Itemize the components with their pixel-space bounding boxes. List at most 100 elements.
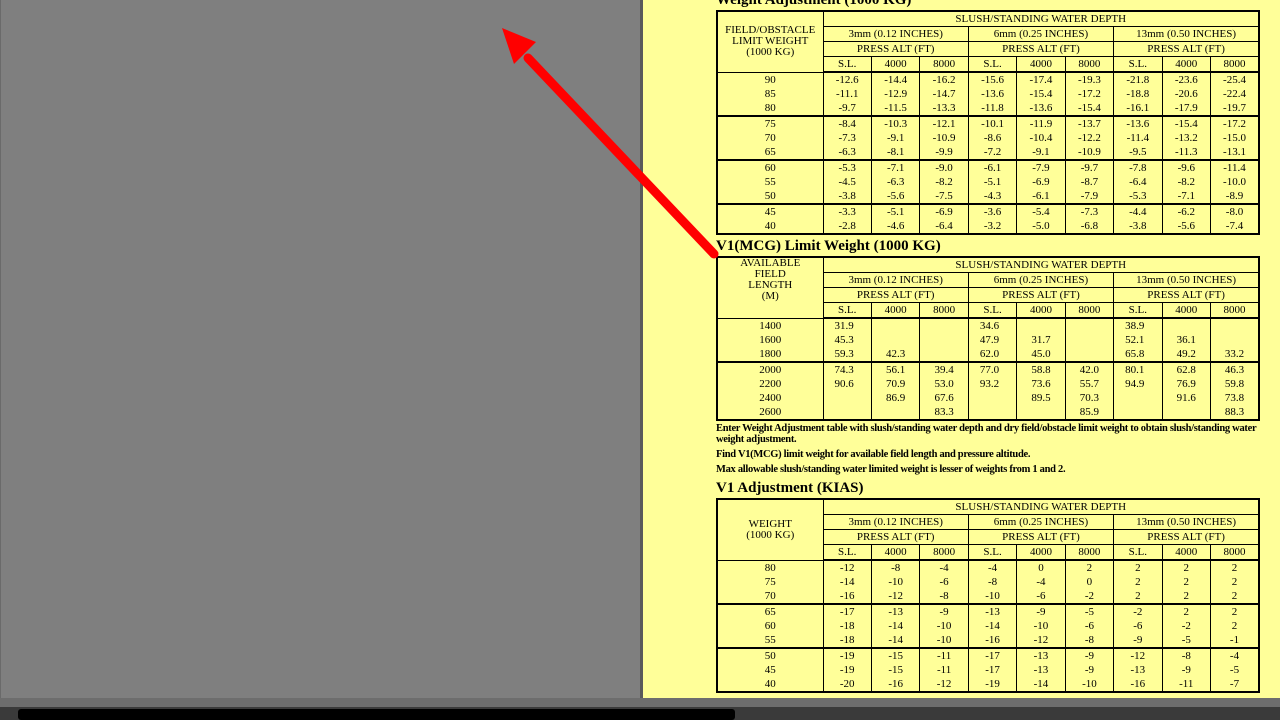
press-alt-header: PRESS ALT (FT): [1113, 529, 1260, 545]
table-row: 65 -17 -13 -9 -13 -9 -5 -2 2 2: [716, 604, 1260, 619]
value-cell: -11.5: [870, 101, 921, 117]
value-cell: -13.7: [1064, 116, 1115, 131]
value-cell: -19.3: [1064, 72, 1115, 87]
depth-header-row: 3mm (0.12 INCHES) 6mm (0.25 INCHES) 13mm (…: [717, 514, 1260, 530]
altitude-header-row: S.L. 4000 8000 S.L. 4000 8000 S.L. 4000 8000: [717, 544, 1260, 561]
value-cell: -5.4: [1016, 204, 1066, 219]
value-cell: -3.2: [967, 219, 1018, 234]
value-cell: [870, 405, 921, 420]
value-cell: -8: [870, 560, 921, 575]
value-cell: -12.9: [870, 87, 921, 101]
press-alt-header-row: PRESS ALT (FT) PRESS ALT (FT) PRESS ALT (F…: [717, 41, 1260, 57]
table-row: 1600 45.3 47.9 31.7 52.1 36.1: [716, 333, 1260, 347]
value-cell: [919, 333, 969, 347]
value-cell: -14.7: [919, 87, 969, 101]
depth-header: 3mm (0.12 INCHES): [822, 26, 969, 42]
value-cell: -15.4: [1161, 116, 1212, 131]
value-cell: -5: [1161, 633, 1212, 649]
row-label-cell: 1800: [716, 347, 824, 363]
value-cell: -8.6: [967, 131, 1018, 145]
value-cell: -8: [967, 575, 1018, 589]
table-row: 1800 59.3 42.3 62.0 45.0 65.8 49.2 33.2: [716, 347, 1260, 363]
value-cell: -13.6: [1113, 116, 1163, 131]
value-cell: -17.9: [1161, 101, 1212, 117]
v1-mcg-limit-weight-table: AVAILABLE FIELD LENGTH (M) SLUSH/STANDING WA…: [716, 256, 1260, 421]
value-cell: -11.1: [822, 87, 872, 101]
value-cell: -16: [870, 677, 921, 692]
value-cell: -21.8: [1113, 72, 1163, 87]
value-cell: -17: [967, 663, 1018, 677]
value-cell: -13.6: [967, 87, 1018, 101]
row-header-line: WEIGHT: [748, 517, 792, 530]
value-cell: -8.9: [1210, 189, 1260, 205]
value-cell: -12.6: [822, 72, 872, 87]
table-row: 55 -4.5 -6.3 -8.2 -5.1 -6.9 -8.7 -6.4 -8.2 -10.0: [716, 175, 1260, 189]
table-row: 90 -12.6 -14.4 -16.2 -15.6 -17.4 -19.3 -21.8 -23…: [716, 72, 1260, 87]
value-cell: -6.1: [967, 160, 1018, 175]
altitude-header: 8000: [919, 56, 969, 73]
value-cell: -9: [919, 604, 969, 619]
table-row: 80 -12 -8 -4 -4 0 2 2 2 2: [716, 560, 1260, 575]
pane-divider[interactable]: [640, 0, 643, 720]
depth-header: 13mm (0.50 INCHES): [1113, 26, 1260, 42]
value-cell: -3.8: [1113, 219, 1163, 234]
value-cell: -3.3: [822, 204, 872, 219]
value-cell: -16.2: [919, 72, 969, 87]
altitude-header-row: S.L. 4000 8000 S.L. 4000 8000 S.L. 4000 8000: [717, 56, 1260, 73]
value-cell: -10.1: [967, 116, 1018, 131]
value-cell: -6.9: [919, 204, 969, 219]
value-cell: -22.4: [1210, 87, 1260, 101]
weight-adjustment-table: FIELD/OBSTACLE LIMIT WEIGHT (1000 KG) SLUSH…: [716, 10, 1260, 235]
value-cell: -5.0: [1016, 219, 1066, 234]
value-cell: -9.6: [1161, 160, 1212, 175]
altitude-header: 4000: [1016, 544, 1066, 561]
value-cell: -12.1: [919, 116, 969, 131]
value-cell: -7.4: [1210, 219, 1260, 234]
value-cell: 73.6: [1016, 377, 1066, 391]
row-header-line: (M): [761, 290, 779, 302]
press-alt-header: PRESS ALT (FT): [967, 287, 1115, 303]
table-row: 60 -5.3 -7.1 -9.0 -6.1 -7.9 -9.7 -7.8 -9.6 -11.4: [716, 160, 1260, 175]
scrollbar-thumb[interactable]: [18, 709, 735, 720]
value-cell: -7.3: [1064, 204, 1115, 219]
value-cell: -15.6: [967, 72, 1018, 87]
value-cell: 33.2: [1210, 347, 1260, 363]
value-cell: -17.2: [1210, 116, 1260, 131]
row-label-cell: 2600: [716, 405, 824, 420]
press-alt-header-row: PRESS ALT (FT) PRESS ALT (FT) PRESS ALT (F…: [717, 287, 1260, 303]
value-cell: [870, 318, 921, 333]
value-cell: [1161, 318, 1212, 333]
note-1: Enter Weight Adjustment table with slush…: [716, 423, 1257, 445]
value-cell: -10: [919, 633, 969, 649]
altitude-header: S.L.: [1113, 56, 1163, 73]
value-cell: -9.1: [870, 131, 921, 145]
altitude-header: 8000: [919, 544, 969, 561]
value-cell: -11.8: [967, 101, 1018, 117]
press-alt-header: PRESS ALT (FT): [1113, 41, 1260, 57]
value-cell: -4: [967, 560, 1018, 575]
value-cell: -15.0: [1210, 131, 1260, 145]
value-cell: -6.2: [1161, 204, 1212, 219]
value-cell: -13: [967, 604, 1018, 619]
altitude-header: S.L.: [967, 56, 1018, 73]
value-cell: -8.2: [1161, 175, 1212, 189]
value-cell: 2: [1210, 619, 1260, 633]
value-cell: [870, 333, 921, 347]
altitude-header: 4000: [1161, 544, 1212, 561]
value-cell: -4.4: [1113, 204, 1163, 219]
value-cell: -18: [822, 633, 872, 649]
table-row: 85 -11.1 -12.9 -14.7 -13.6 -15.4 -17.2 -18.8 -20…: [716, 87, 1260, 101]
value-cell: -4.5: [822, 175, 872, 189]
value-cell: -5.3: [822, 160, 872, 175]
value-cell: -17.2: [1064, 87, 1115, 101]
table-row: 40 -20 -16 -12 -19 -14 -10 -16 -11 -7: [716, 677, 1260, 692]
value-cell: -14: [870, 633, 921, 649]
value-cell: -20.6: [1161, 87, 1212, 101]
altitude-header: 4000: [1161, 302, 1212, 319]
value-cell: -19: [822, 648, 872, 663]
value-cell: -6.9: [1016, 175, 1066, 189]
table-row: 2200 90.6 70.9 53.0 93.2 73.6 55.7 94.9 76.9 59.8: [716, 377, 1260, 391]
value-cell: -15.4: [1016, 87, 1066, 101]
value-cell: 88.3: [1210, 405, 1260, 420]
table-row: 80 -9.7 -11.5 -13.3 -11.8 -13.6 -15.4 -16.1 -17.…: [716, 101, 1260, 117]
